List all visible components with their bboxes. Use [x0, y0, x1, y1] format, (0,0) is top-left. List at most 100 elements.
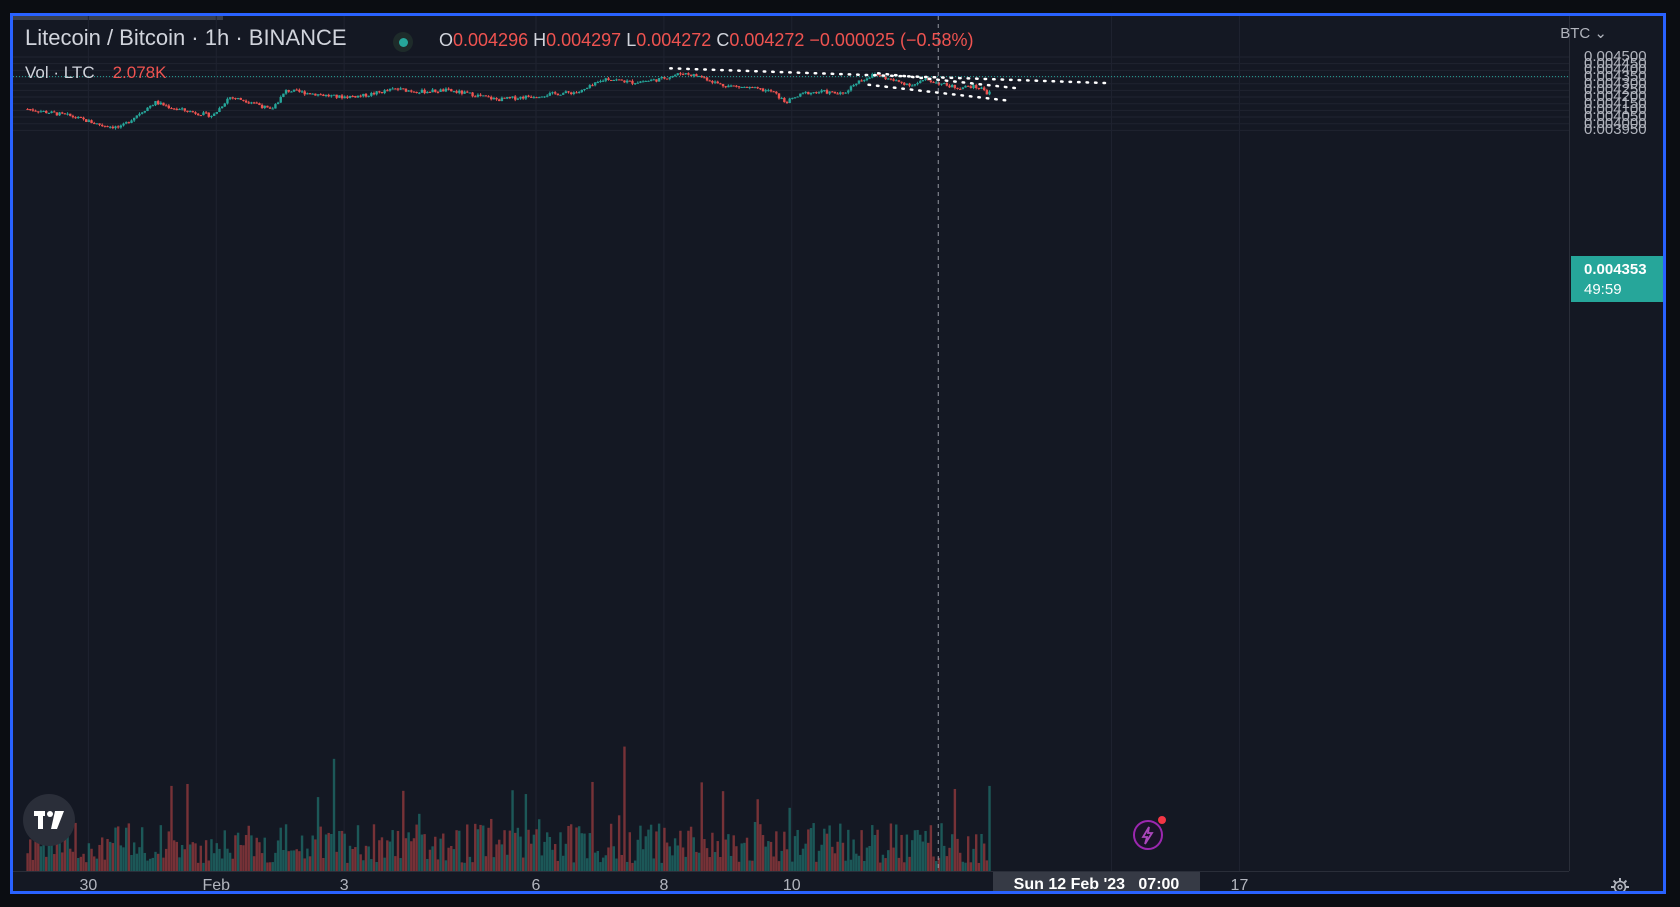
candle-body: [106, 126, 109, 128]
symbol-title[interactable]: Litecoin / Bitcoin · 1h · BINANCE: [25, 25, 347, 50]
volume-bar: [434, 836, 437, 871]
candle-body: [745, 86, 749, 88]
close-value: 0.004272: [729, 30, 805, 50]
candle-body: [418, 92, 421, 94]
candle-body: [156, 101, 160, 105]
volume-bar: [812, 823, 815, 871]
candle-body: [972, 85, 975, 89]
volume-bar: [889, 823, 893, 871]
candle-body: [114, 126, 117, 129]
volume-bar: [831, 846, 834, 871]
candle-body: [935, 82, 938, 84]
volume-bar: [615, 858, 618, 871]
volume-bar: [87, 843, 91, 871]
volume-bar: [439, 838, 442, 871]
candle-body: [788, 98, 791, 104]
volume-bar: [847, 829, 850, 871]
volume-bar: [825, 833, 829, 871]
volume-bar: [228, 852, 232, 871]
volume-bar: [572, 862, 576, 871]
candle-body: [85, 119, 88, 122]
candle-body: [575, 92, 578, 94]
candle-body: [681, 74, 685, 76]
candle-body: [974, 85, 978, 89]
currency-selector[interactable]: BTC ⌄: [1560, 24, 1607, 42]
price-chart[interactable]: [13, 16, 1663, 891]
candle-body: [601, 80, 605, 82]
candle-body: [124, 122, 128, 124]
candle-body: [823, 90, 826, 92]
currency-label: BTC: [1560, 25, 1591, 42]
volume-bar: [29, 839, 32, 871]
lightning-icon[interactable]: [1133, 816, 1166, 850]
time-tick-label: 17: [1230, 877, 1249, 894]
candle-body: [545, 95, 549, 97]
volume-bar: [982, 843, 986, 871]
price-tick-label: 0.004300: [1584, 74, 1647, 92]
candle-body: [553, 92, 557, 94]
volume-bar: [756, 799, 759, 871]
volume-bar: [140, 827, 144, 871]
time-axis[interactable]: 30Feb368101517 Sun 12 Feb '23 07:00: [13, 871, 1569, 894]
gear-icon[interactable]: [1610, 877, 1630, 891]
volume-bar: [649, 824, 653, 871]
candle-body: [889, 78, 893, 80]
market-status-icon[interactable]: [393, 32, 413, 52]
volume-bar: [593, 852, 597, 871]
volume-bar: [324, 834, 328, 871]
candle-body: [860, 80, 863, 82]
volume-bar: [545, 832, 549, 871]
candle-body: [599, 80, 602, 83]
candle-body: [148, 106, 152, 108]
candle-body: [522, 96, 525, 99]
candle-body: [775, 91, 778, 94]
candle-body: [708, 80, 711, 82]
candle-body: [234, 98, 237, 100]
volume-bar: [308, 856, 312, 871]
volume-bar: [583, 833, 586, 871]
candle-body: [764, 90, 767, 92]
candle-body: [348, 95, 352, 98]
candle-body: [258, 103, 261, 105]
candle-body: [159, 102, 163, 105]
candle-body: [324, 94, 328, 96]
candle-body: [356, 95, 360, 98]
candle-body: [916, 82, 919, 85]
volume-bar: [146, 860, 149, 871]
volume-bar: [98, 844, 101, 871]
time-tick-label: 3: [339, 877, 349, 894]
volume-bar: [82, 853, 85, 871]
volume-bar: [676, 845, 679, 871]
price-tick-label: 0.004350: [1584, 68, 1647, 86]
candle-body: [655, 79, 658, 82]
volume-bar: [532, 834, 536, 871]
candle-body: [471, 92, 474, 97]
volume-bar: [284, 824, 288, 871]
candle-body: [274, 104, 277, 109]
candle-body: [705, 77, 709, 81]
candle-body: [966, 85, 970, 87]
tradingview-logo-icon[interactable]: [23, 794, 75, 846]
volume-bar: [633, 860, 637, 871]
candle-body: [959, 88, 962, 90]
candle-body: [436, 91, 440, 93]
candle-body: [809, 93, 813, 95]
volume-bar: [559, 832, 562, 871]
volume-bar: [841, 842, 845, 871]
candle-body: [268, 107, 272, 109]
volume-bar: [279, 827, 282, 871]
candle-body: [663, 76, 666, 79]
volume-value: 2.078K: [112, 63, 167, 82]
candle-body: [649, 79, 653, 81]
volume-bar: [204, 840, 208, 871]
volume-legend[interactable]: Vol · LTC 2.078K: [25, 63, 166, 83]
grid-lines: [13, 16, 1569, 871]
volume-bar: [644, 836, 647, 871]
chart-window: Litecoin / Bitcoin · 1h · BINANCE O0.004…: [10, 13, 1666, 894]
volume-bar: [37, 824, 40, 871]
volume-bar: [788, 807, 791, 871]
volume-bar: [609, 823, 613, 871]
volume-bar: [697, 852, 701, 871]
candle-body: [31, 109, 35, 111]
price-axis[interactable]: 0.004500 0.004450 0.004400 0.004350 0.004300…: [1569, 16, 1663, 871]
